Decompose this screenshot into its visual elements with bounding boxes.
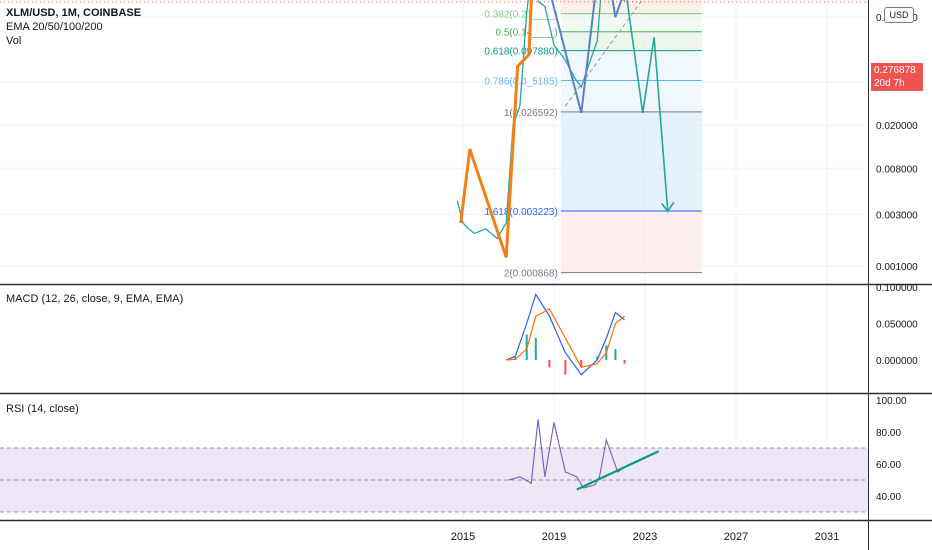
macd-y-tick-label: 0.000000 <box>876 356 918 367</box>
y-tick-label: 0.008000 <box>876 164 918 175</box>
blue-wave-drawing <box>550 0 623 114</box>
macd-y-tick-label: 0.100000 <box>876 283 918 294</box>
macd-histogram-bar <box>564 360 567 375</box>
x-tick-label: 2019 <box>542 531 566 543</box>
fib-level-label: 0.618(0.097880) <box>484 47 557 58</box>
x-tick-label: 2031 <box>815 531 839 543</box>
fib-level-label: 1(0.026592) <box>504 108 558 119</box>
macd-histogram-bar <box>623 360 626 364</box>
ema-label: EMA 20/50/100/200 <box>6 21 103 33</box>
symbol-label: XLM/USD, 1M, COINBASE <box>6 7 142 19</box>
fib-level-label: 2(0.000868) <box>504 269 558 280</box>
current-price: 0.276878 <box>874 65 916 76</box>
x-tick-label: 2015 <box>451 531 475 543</box>
grid <box>0 0 868 520</box>
current-price-badge: 0.276878 20d 7h <box>871 63 923 91</box>
price-pane[interactable] <box>0 0 868 258</box>
macd-histogram-bar <box>548 360 551 368</box>
rsi-y-tick-label: 100.00 <box>876 396 907 407</box>
currency-badge[interactable]: USD <box>884 7 914 23</box>
macd-y-tick-label: 0.050000 <box>876 320 918 331</box>
rsi-trendline <box>576 450 660 491</box>
fib-zone <box>560 13 702 32</box>
rsi-y-tick-label: 40.00 <box>876 492 901 503</box>
macd-line <box>506 292 625 376</box>
y-tick-label: 0.003000 <box>876 210 918 221</box>
y-tick-label: 0.001000 <box>876 262 918 273</box>
signal-line <box>506 308 625 368</box>
macd-histogram-bar <box>580 360 583 368</box>
vol-label: Vol <box>6 35 22 47</box>
fib-retracement[interactable]: 0(0.805582)0.236(0.360198)0.382(0.21____… <box>484 0 702 280</box>
fib-zone <box>560 0 702 14</box>
fib-zone <box>560 111 702 212</box>
x-tick-label: 2023 <box>633 531 657 543</box>
fib-level-label: 1.618(0.003223) <box>484 207 557 218</box>
countdown: 20d 7h <box>874 78 905 89</box>
y-tick-label: 0.020000 <box>876 121 918 132</box>
fib-level-label: 0.5(0.14____) <box>496 28 558 39</box>
rsi-y-tick-label: 80.00 <box>876 428 901 439</box>
macd-title: MACD (12, 26, close, 9, EMA, EMA) <box>6 293 184 305</box>
rsi-y-tick-label: 60.00 <box>876 460 901 471</box>
fib-zone <box>560 50 702 81</box>
rsi-line <box>508 419 625 489</box>
rsi-title: RSI (14, close) <box>6 403 79 415</box>
fib-level-label: 0.382(0.21____) <box>484 10 557 21</box>
fib-zone <box>560 211 702 273</box>
price-series <box>456 0 626 240</box>
rsi-pane[interactable] <box>0 419 868 513</box>
orange-wave-drawing <box>459 0 533 258</box>
macd-histogram-bar <box>534 338 537 360</box>
macd-pane[interactable] <box>506 292 626 376</box>
x-tick-label: 2027 <box>724 531 748 543</box>
green-projection-drawing <box>626 0 669 212</box>
projection-arrowhead <box>661 201 675 213</box>
macd-histogram-bar <box>596 356 599 360</box>
macd-histogram-bar <box>614 349 617 360</box>
